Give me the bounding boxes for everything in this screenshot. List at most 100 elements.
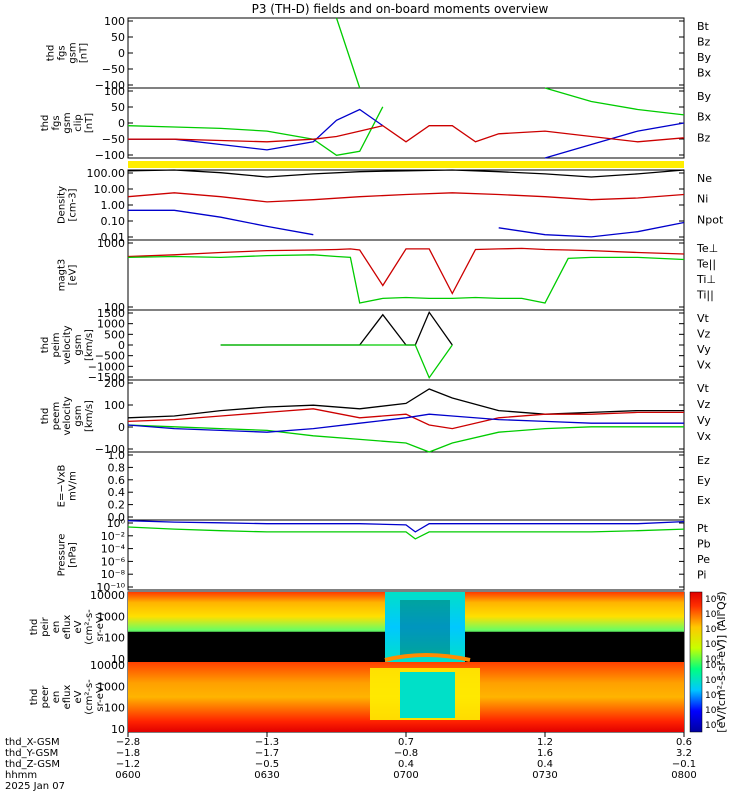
ylabel-el_spec: sr-eV) bbox=[95, 682, 106, 711]
legend-peem_vel: Vt bbox=[697, 382, 710, 395]
colorbar-tick: 10⁶ bbox=[705, 676, 720, 686]
xaxis-row-label: thd_Z-GSM bbox=[5, 759, 60, 770]
ylabel-fgs_clip: gsm bbox=[62, 112, 73, 133]
figure-title: P3 (TH-D) fields and on-board moments ov… bbox=[252, 2, 549, 16]
ytick-label-efield: 1.0 bbox=[108, 449, 126, 462]
xaxis-value: 3.2 bbox=[676, 748, 692, 759]
series-By bbox=[335, 17, 361, 89]
legend-fgs: Bz bbox=[697, 36, 711, 49]
ytick-label-peem_vel: 100 bbox=[104, 399, 125, 412]
series-Vz bbox=[127, 408, 684, 430]
ylabel-el_spec: eV bbox=[73, 690, 84, 703]
ylabel-el_spec: peer bbox=[40, 685, 51, 709]
series-Ni bbox=[127, 169, 685, 178]
ylabel-fgs_clip: [nT] bbox=[84, 113, 95, 133]
legend-pressure: Pb bbox=[697, 538, 711, 551]
xaxis-value: 0700 bbox=[393, 770, 418, 781]
xaxis-value: 0.6 bbox=[676, 737, 692, 748]
ytick-label-fgs: 100 bbox=[104, 15, 125, 28]
colorbar-tick: 10⁸ bbox=[705, 661, 720, 671]
legend-pressure: Pi bbox=[697, 569, 706, 582]
ytick-label-pressure: 10⁰ bbox=[107, 517, 126, 530]
series-Vx bbox=[127, 413, 684, 433]
ytick-label-peem_vel: 0 bbox=[118, 421, 125, 434]
ylabel-peim_vel: gsm bbox=[73, 334, 84, 355]
legend-fgs_clip: Bz bbox=[697, 131, 711, 144]
ylabel-ion_spec: eflux bbox=[62, 615, 73, 640]
ytick-label-pressure: 10⁻⁶ bbox=[101, 555, 126, 568]
ytick-label-ion_spec: 10 bbox=[111, 653, 125, 666]
ylabel-pressure: [nPa] bbox=[68, 542, 79, 568]
ytick-label-fgs: −100 bbox=[95, 79, 125, 92]
ylabel-ion_spec: thd bbox=[29, 619, 40, 636]
xaxis-value: 0730 bbox=[532, 770, 557, 781]
ytick-label-density: 0.01 bbox=[101, 231, 126, 244]
panel-frame-peem_vel bbox=[127, 379, 685, 453]
xaxis-value: 1.2 bbox=[537, 737, 553, 748]
colorbar-tick: 10⁴ bbox=[705, 625, 720, 635]
colorbar-tick: 10⁸ bbox=[705, 595, 720, 605]
panel-frame-pressure bbox=[127, 519, 685, 591]
series-Pt bbox=[127, 520, 685, 533]
colorbar-tick: 10² bbox=[705, 640, 720, 650]
ytick-label-fgs: 0 bbox=[118, 47, 125, 60]
legend-pressure: Pt bbox=[697, 522, 709, 535]
legend-peim_vel: Vx bbox=[697, 359, 712, 372]
ylabel-ion_spec: sr-eV) bbox=[95, 612, 106, 641]
xaxis-value: 0.4 bbox=[537, 759, 553, 770]
ylabel-peem_vel: [km/s] bbox=[84, 400, 95, 432]
ytick-label-temp: 100 bbox=[104, 301, 125, 314]
ytick-label-fgs: −50 bbox=[102, 63, 125, 76]
legend-temp: Te|| bbox=[696, 258, 716, 271]
xaxis-value: 0600 bbox=[115, 770, 140, 781]
ylabel-el_spec: en bbox=[51, 691, 62, 704]
ylabel-el_spec: (cm²-s- bbox=[84, 679, 95, 715]
ytick-label-efield: 0.6 bbox=[108, 474, 126, 487]
ytick-label-peim_vel: 1000 bbox=[97, 318, 125, 331]
ytick-label-pressure: 10⁻² bbox=[101, 530, 125, 543]
ylabel-efield: mV/m bbox=[68, 471, 79, 501]
ytick-label-peim_vel: −500 bbox=[95, 350, 125, 363]
panel-frame-efield bbox=[127, 451, 685, 521]
colorbar bbox=[689, 591, 703, 733]
ylabel-temp: [eV] bbox=[68, 265, 79, 286]
ytick-label-temp: 1000 bbox=[97, 237, 125, 250]
ylabel-temp: magt3 bbox=[57, 259, 68, 292]
legend-fgs: Bt bbox=[697, 20, 710, 33]
ylabel-el_spec: thd bbox=[29, 689, 40, 706]
ylabel-pressure: Pressure bbox=[57, 534, 68, 577]
xaxis-value: 0800 bbox=[671, 770, 696, 781]
legend-pressure: Pe bbox=[697, 553, 710, 566]
colorbar-label: [eV/(cm²-s-sr-eV)] (All Qs) bbox=[715, 591, 728, 732]
ylabel-fgs: [nT] bbox=[79, 43, 90, 63]
ytick-label-ion_spec: 1000 bbox=[97, 610, 125, 623]
ylabel-fgs_clip: clip bbox=[73, 114, 84, 131]
ylabel-fgs_clip: thd bbox=[40, 115, 51, 132]
legend-efield: Ex bbox=[697, 494, 711, 507]
legend-fgs: Bx bbox=[697, 67, 712, 80]
ylabel-ion_spec: peir bbox=[40, 616, 51, 636]
panel-frame-fgs bbox=[127, 17, 685, 89]
legend-fgs: By bbox=[697, 51, 712, 64]
xaxis-value: −1.8 bbox=[116, 748, 140, 759]
ytick-label-peim_vel: −1000 bbox=[88, 360, 125, 373]
ylabel-peim_vel: thd bbox=[40, 337, 51, 354]
legend-density: Ne bbox=[697, 172, 712, 185]
ytick-label-peim_vel: −1500 bbox=[88, 371, 125, 384]
ylabel-peem_vel: peem bbox=[51, 402, 62, 430]
ylabel-ion_spec: eV bbox=[73, 620, 84, 633]
series-Pe bbox=[127, 526, 685, 540]
legend-density: Ni bbox=[697, 193, 708, 206]
ytick-label-density: 100.00 bbox=[87, 167, 126, 180]
ytick-label-density: 10.00 bbox=[94, 183, 126, 196]
ytick-label-efield: 0.0 bbox=[108, 511, 126, 524]
series-Ti|| bbox=[127, 254, 685, 304]
ytick-label-fgs_clip: 50 bbox=[111, 101, 125, 114]
ytick-label-ion_spec: 10000 bbox=[90, 589, 125, 602]
legend-density: Npot bbox=[697, 213, 724, 226]
ytick-label-fgs_clip: −50 bbox=[102, 133, 125, 146]
ytick-label-fgs: 50 bbox=[111, 31, 125, 44]
xaxis-row-label: hhmm bbox=[5, 770, 37, 781]
